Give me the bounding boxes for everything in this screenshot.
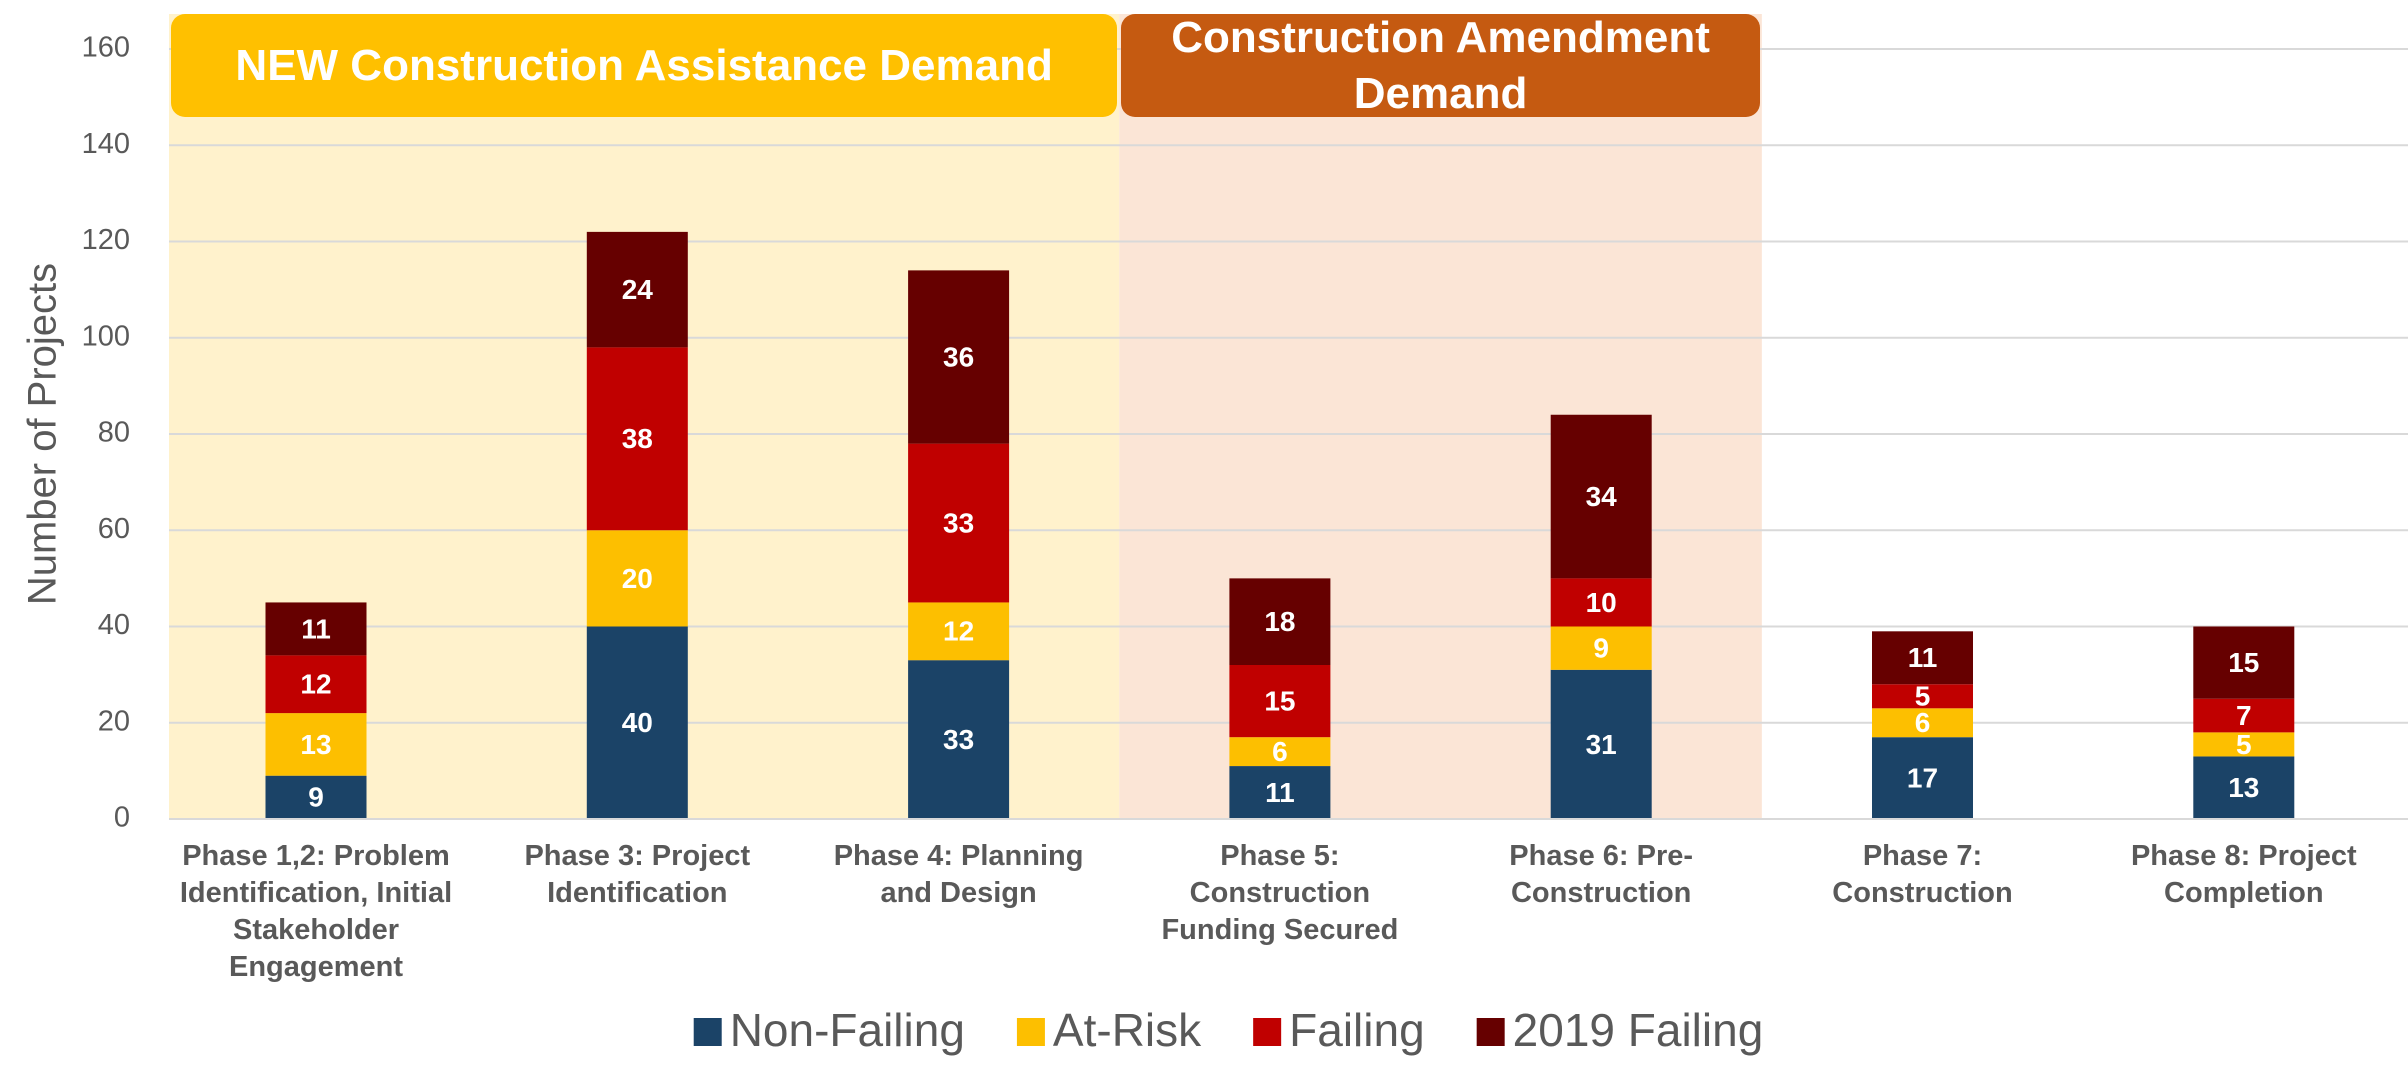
legend-label: Failing [1289, 1004, 1425, 1056]
bar-segment [2193, 756, 2295, 819]
bar-segment [1872, 631, 1973, 685]
bar-segment [908, 270, 1010, 444]
bar-segment [908, 660, 1010, 819]
bar-segment [1550, 578, 1652, 627]
x-tick-label: Phase 4: Planning and Design [833, 840, 1084, 909]
bar-segment [1550, 669, 1652, 819]
bar-segment [1550, 414, 1652, 579]
data-label: 17 [1907, 762, 1938, 793]
legend-label: 2019 Failing [1513, 1004, 1764, 1056]
data-label: 13 [300, 729, 331, 760]
bar-segment [586, 626, 688, 819]
data-label: 6 [1272, 736, 1288, 767]
bar-segment [1550, 626, 1652, 670]
data-label: 38 [622, 423, 653, 454]
legend-label: At-Risk [1053, 1004, 1202, 1056]
x-tick-label: Phase 7: Construction [1832, 840, 2013, 909]
x-tick-label: Phase 5: Construction Funding Secured [1161, 840, 1399, 946]
legend-swatch [1253, 1018, 1282, 1046]
data-label: 6 [1915, 707, 1931, 738]
band-title: NEW Construction Assistance Demand [171, 14, 1118, 117]
legend-swatch [1016, 1018, 1045, 1046]
data-label: 10 [1586, 587, 1617, 618]
data-label: 31 [1586, 729, 1617, 760]
y-tick-label: 80 [98, 417, 130, 449]
y-tick-label: 160 [82, 32, 130, 64]
data-label: 7 [2236, 700, 2252, 731]
legend-label: Non-Failing [730, 1004, 965, 1056]
legend-swatch [693, 1018, 722, 1046]
y-axis-title: Number of Projects [21, 263, 65, 605]
band-background [1119, 14, 1762, 819]
data-label: 40 [622, 707, 653, 738]
bar-segment [1872, 708, 1973, 738]
data-label: 36 [943, 341, 974, 372]
data-label: 9 [1593, 633, 1609, 664]
bar-segment [586, 347, 688, 531]
bar-segment [908, 443, 1010, 603]
data-label: 11 [301, 613, 331, 644]
band-title: Construction Amendment Demand [1121, 13, 1760, 118]
data-label: 24 [622, 274, 654, 305]
x-tick-label: Phase 8: Project Completion [2130, 840, 2357, 909]
data-label: 11 [1265, 777, 1295, 808]
y-tick-label: 40 [98, 609, 130, 641]
data-label: 20 [622, 563, 653, 594]
y-tick-label: 0 [114, 802, 130, 834]
x-tick-label: Phase 1,2: Problem Identification, Initi… [179, 840, 453, 983]
bar-segment [1229, 578, 1331, 665]
data-label: 33 [943, 507, 974, 538]
data-label: 13 [2228, 772, 2259, 803]
bar-segment [586, 231, 688, 348]
bar-segment [265, 602, 367, 656]
x-tick-label: Phase 6: Pre-Construction [1509, 840, 1694, 909]
data-label: 11 [1908, 642, 1938, 673]
data-label: 5 [2236, 729, 2252, 760]
y-tick-label: 100 [82, 320, 130, 352]
legend-swatch [1476, 1018, 1505, 1046]
data-label: 12 [943, 616, 974, 647]
data-label: 15 [1264, 685, 1295, 716]
data-label: 9 [308, 782, 324, 813]
data-label: 33 [943, 724, 974, 755]
y-tick-label: 20 [98, 705, 130, 737]
data-label: 18 [1264, 606, 1295, 637]
data-label: 12 [300, 669, 331, 700]
bar-segment [265, 713, 367, 776]
bar-segment [1872, 737, 1973, 819]
bar-segment [1229, 665, 1331, 738]
bar-segment [1229, 766, 1331, 819]
bar-segment [2193, 626, 2295, 699]
bar-segment [265, 655, 367, 714]
bar-segment [1229, 737, 1331, 767]
data-label: 34 [1586, 481, 1618, 512]
bar-segment [908, 602, 1010, 661]
bar-segment [2193, 698, 2295, 733]
bar-segment [265, 775, 367, 819]
x-tick-label: Phase 3: Project Identification [524, 840, 751, 909]
data-label: 15 [2228, 647, 2259, 678]
y-tick-label: 140 [82, 128, 130, 160]
y-tick-label: 60 [98, 513, 130, 545]
legend: Non-Failing At-Risk Failing 2019 Failing [693, 1004, 1764, 1056]
data-label: 5 [1915, 681, 1931, 712]
bar-segment [2193, 732, 2295, 757]
bar-segment [586, 530, 688, 627]
y-tick-label: 120 [82, 224, 130, 256]
bar-segment [1872, 684, 1973, 709]
